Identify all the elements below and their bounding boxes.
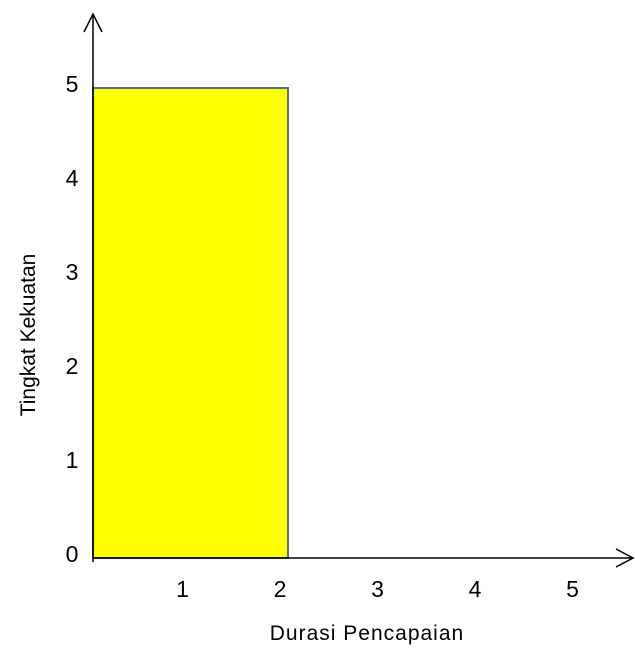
x-tick-label: 4 bbox=[469, 576, 482, 602]
y-axis-title: Tingkat Kekuatan bbox=[17, 254, 40, 417]
y-axis-arrowhead bbox=[83, 12, 103, 33]
x-tick-labels: 1 2 3 4 5 bbox=[176, 576, 579, 602]
y-tick-label: 0 bbox=[66, 541, 79, 567]
y-tick-labels: 0 1 2 3 4 5 bbox=[66, 71, 79, 567]
axes-group bbox=[83, 12, 635, 568]
y-tick-label: 4 bbox=[66, 165, 79, 191]
x-tick-label: 2 bbox=[274, 576, 287, 602]
y-tick-label: 3 bbox=[66, 259, 79, 285]
y-tick-label: 1 bbox=[66, 447, 79, 473]
x-tick-label: 5 bbox=[566, 576, 579, 602]
bar-1 bbox=[92, 87, 289, 559]
bars-group bbox=[92, 87, 289, 559]
y-tick-label: 5 bbox=[66, 71, 79, 97]
x-tick-label: 3 bbox=[371, 576, 384, 602]
x-axis-title: Durasi Pencapaian bbox=[270, 622, 464, 645]
y-tick-label: 2 bbox=[66, 353, 79, 379]
x-tick-label: 1 bbox=[176, 576, 189, 602]
x-axis-arrowhead bbox=[615, 548, 635, 568]
